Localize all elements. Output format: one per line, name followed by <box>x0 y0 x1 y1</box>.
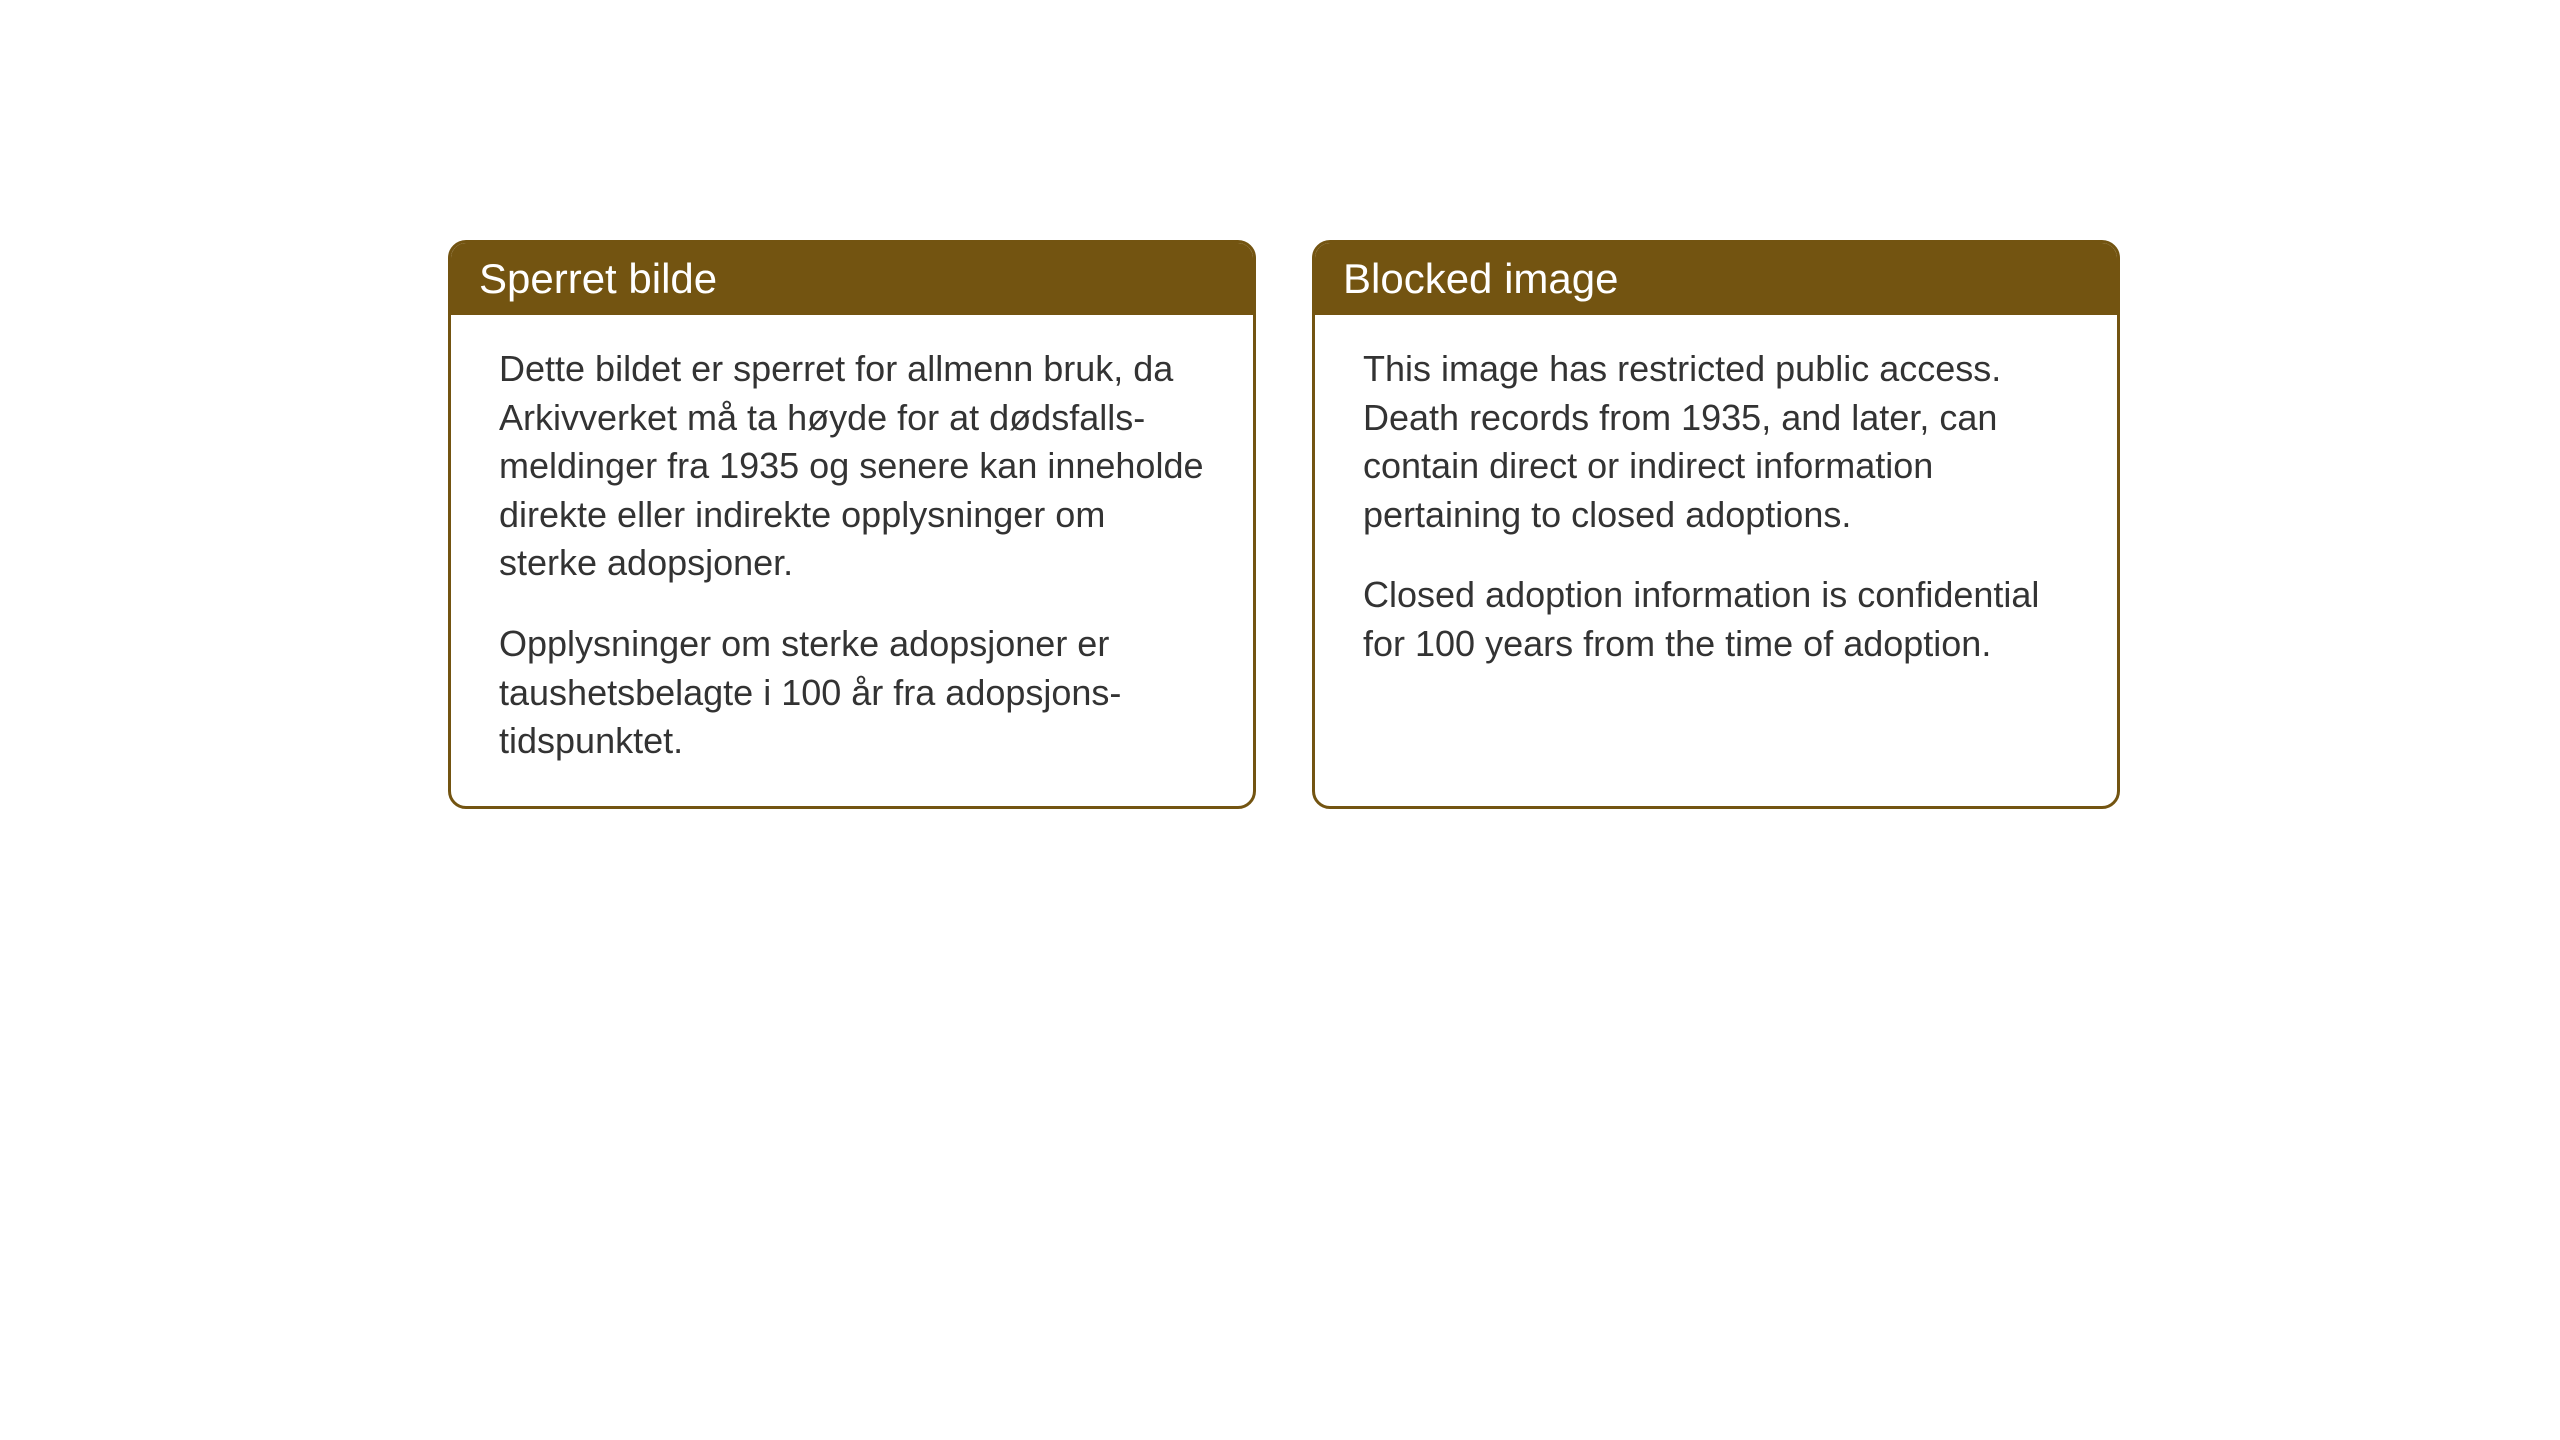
notice-body-norwegian: Dette bildet er sperret for allmenn bruk… <box>451 315 1253 806</box>
notice-paragraph-1-norwegian: Dette bildet er sperret for allmenn bruk… <box>499 345 1205 588</box>
notice-paragraph-2-english: Closed adoption information is confident… <box>1363 571 2069 668</box>
notice-paragraph-1-english: This image has restricted public access.… <box>1363 345 2069 539</box>
notice-header-norwegian: Sperret bilde <box>451 243 1253 315</box>
notice-box-norwegian: Sperret bilde Dette bildet er sperret fo… <box>448 240 1256 809</box>
notice-title-english: Blocked image <box>1343 255 1618 302</box>
notice-title-norwegian: Sperret bilde <box>479 255 717 302</box>
notice-container: Sperret bilde Dette bildet er sperret fo… <box>448 240 2120 809</box>
notice-paragraph-2-norwegian: Opplysninger om sterke adopsjoner er tau… <box>499 620 1205 766</box>
notice-body-english: This image has restricted public access.… <box>1315 315 2117 709</box>
notice-box-english: Blocked image This image has restricted … <box>1312 240 2120 809</box>
notice-header-english: Blocked image <box>1315 243 2117 315</box>
